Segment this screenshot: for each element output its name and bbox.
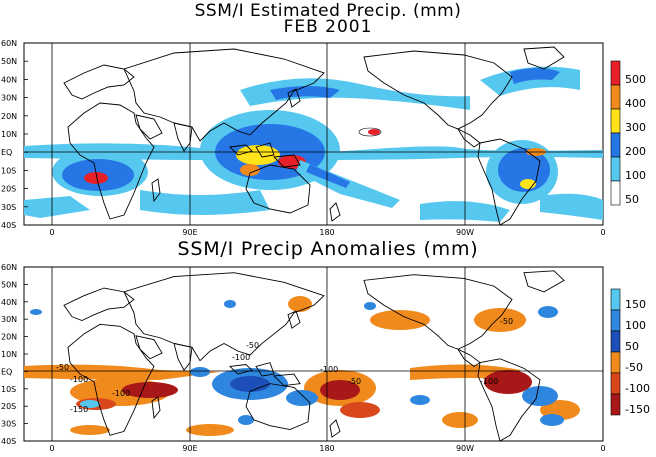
lat-label: 40N — [1, 75, 17, 84]
panel2-colorbar: 150 100 50 -50 -100 -150 — [610, 288, 650, 416]
lon-label: 180 — [319, 228, 334, 237]
colorbar-label: -100 — [625, 382, 650, 395]
svg-text:-100: -100 — [112, 389, 130, 398]
lat-label: 60N — [1, 39, 17, 48]
svg-text:-100: -100 — [320, 365, 338, 374]
lat-label: 20N — [1, 112, 17, 121]
colorbar-swatch — [610, 288, 621, 311]
colorbar-swatch — [610, 180, 621, 206]
lat-label: 10S — [1, 166, 16, 175]
lat-label: 20N — [1, 333, 17, 342]
lat-label: 30S — [1, 203, 16, 212]
colorbar-swatch — [610, 60, 621, 86]
lat-label: 20S — [1, 402, 16, 411]
panel1-map — [23, 42, 604, 226]
colorbar-swatch — [610, 156, 621, 182]
lon-label: 90E — [182, 228, 197, 237]
lat-label: 30N — [1, 94, 17, 103]
colorbar-swatch — [610, 132, 621, 158]
lat-label: 50N — [1, 280, 17, 289]
colorbar-label: 100 — [625, 169, 646, 182]
panel1-title-line2: FEB 2001 — [283, 17, 373, 37]
panel1-colorbar: 500 400 300 200 100 50 — [610, 60, 646, 206]
lat-label: 30S — [1, 420, 16, 429]
colorbar-label: 300 — [625, 121, 646, 134]
svg-text:-50: -50 — [348, 377, 361, 386]
lon-label: 180 — [319, 444, 334, 453]
colorbar-label: 150 — [625, 298, 646, 311]
lat-label: 60N — [1, 263, 17, 272]
colorbar-swatch — [610, 372, 621, 395]
lat-label: EQ — [1, 367, 12, 376]
colorbar-label: -150 — [625, 403, 650, 416]
panel2-map: -50 -100 -100 -150 -50 -100 -100 -50 -10… — [23, 266, 604, 442]
colorbar-label: 200 — [625, 145, 646, 158]
colorbar-label: 100 — [625, 319, 646, 332]
precip-field — [24, 66, 603, 222]
svg-text:-50: -50 — [246, 341, 259, 350]
lon-label: 90W — [456, 228, 474, 237]
svg-text:-100: -100 — [232, 353, 250, 362]
panel2-title: SSM/I Precip Anomalies (mm) — [177, 238, 479, 260]
colorbar-swatch — [610, 351, 621, 374]
lat-label: 20S — [1, 185, 16, 194]
colorbar-swatch — [610, 393, 621, 416]
lat-label: 50N — [1, 57, 17, 66]
lat-label: 10S — [1, 385, 16, 394]
lat-label: EQ — [1, 148, 12, 157]
lat-label: 40S — [1, 437, 16, 446]
panel1-axis-labels: 60N 50N 40N 30N 20N 10N EQ 10S 20S 30S 40S 0 90E 180 9… — [1, 39, 606, 237]
colorbar-label: 50 — [625, 340, 639, 353]
svg-text:-50: -50 — [500, 317, 513, 326]
colorbar-label: 50 — [625, 193, 639, 206]
lon-label: 90W — [456, 444, 474, 453]
colorbar-swatch — [610, 309, 621, 332]
colorbar-label: -50 — [625, 361, 643, 374]
lon-label: 0 — [600, 228, 605, 237]
contour-labels: -50 -100 -100 -150 -50 -100 -100 -50 -10… — [56, 317, 513, 414]
lat-label: 10N — [1, 130, 17, 139]
panel1-title-line1: SSM/I Estimated Precip. (mm) — [194, 1, 462, 21]
lat-label: 40S — [1, 221, 16, 230]
lat-label: 30N — [1, 315, 17, 324]
lon-label: 0 — [49, 228, 54, 237]
colorbar-label: 400 — [625, 97, 646, 110]
colorbar-label: 500 — [625, 73, 646, 86]
svg-text:-100: -100 — [70, 375, 88, 384]
lat-label: 40N — [1, 298, 17, 307]
anomaly-field — [24, 296, 580, 436]
svg-text:-50: -50 — [56, 363, 69, 372]
svg-text:-150: -150 — [70, 405, 88, 414]
colorbar-swatch — [610, 84, 621, 110]
lon-label: 0 — [600, 444, 605, 453]
lon-label: 90E — [182, 444, 197, 453]
panel2-axis-labels: 60N 50N 40N 30N 20N 10N EQ 10S 20S 30S 40S 0 90E 180 9… — [1, 263, 606, 453]
colorbar-swatch — [610, 108, 621, 134]
svg-text:-100: -100 — [480, 377, 498, 386]
lat-label: 10N — [1, 350, 17, 359]
colorbar-swatch — [610, 330, 621, 353]
lon-label: 0 — [49, 444, 54, 453]
